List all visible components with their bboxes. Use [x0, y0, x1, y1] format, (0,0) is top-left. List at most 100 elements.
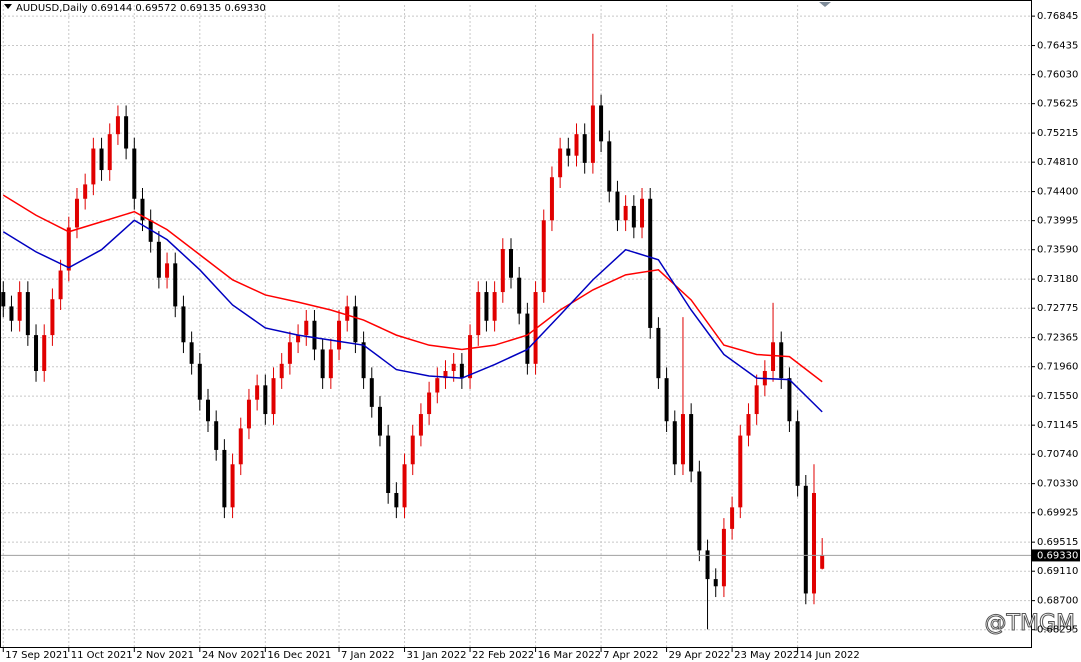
- candle-body: [459, 363, 464, 379]
- candle-body: [91, 148, 96, 185]
- y-tick-label: 0.69515: [1037, 537, 1078, 548]
- y-tick-label: 0.72365: [1037, 333, 1078, 344]
- candle-body: [771, 342, 776, 371]
- candle-body: [369, 378, 374, 407]
- symbol-arrow: [4, 4, 12, 9]
- candle-body: [705, 550, 710, 580]
- y-tick-label: 0.75215: [1037, 128, 1078, 139]
- candle-body: [181, 306, 186, 343]
- candle-body: [640, 198, 645, 228]
- candle-body: [328, 349, 333, 379]
- x-tick-label: 7 Jan 2022: [341, 650, 395, 661]
- candle-body: [246, 399, 251, 429]
- plot: [0, 33, 1031, 630]
- y-tick-label: 0.71145: [1037, 420, 1078, 431]
- candle-body: [689, 414, 694, 472]
- plot-frame: [0, 0, 1032, 648]
- candle-body: [508, 248, 513, 278]
- candle-body: [361, 342, 366, 379]
- candle-body: [17, 292, 22, 321]
- candle-body: [549, 177, 554, 221]
- candle-body: [713, 579, 718, 587]
- candle-body: [590, 105, 595, 163]
- y-tick-label: 0.76030: [1037, 70, 1078, 81]
- candle-body: [1, 292, 6, 307]
- moving-average: [2, 194, 823, 383]
- current-price-label: 0.69330: [1037, 550, 1078, 561]
- candle-body: [820, 555, 825, 569]
- candle-body: [140, 198, 145, 221]
- candle-body: [541, 220, 546, 293]
- candle-body: [386, 435, 391, 493]
- candle-body: [803, 485, 808, 594]
- y-tick-label: 0.73590: [1037, 245, 1078, 256]
- y-tick-label: 0.69110: [1037, 566, 1078, 577]
- candle-body: [525, 313, 530, 364]
- y-tick-label: 0.74400: [1037, 187, 1078, 198]
- candle-body: [107, 134, 112, 171]
- candle-body: [468, 335, 473, 379]
- y-tick-label: 0.73995: [1037, 216, 1078, 227]
- candle-body: [746, 414, 751, 436]
- candle-body: [206, 399, 211, 422]
- candle-body: [58, 270, 63, 300]
- y-tick-label: 0.76845: [1037, 11, 1078, 22]
- candle-body: [754, 385, 759, 415]
- candle-body: [42, 335, 47, 371]
- candle-body: [680, 414, 685, 465]
- candle-body: [631, 205, 636, 228]
- candle-body: [132, 148, 137, 199]
- y-tick-label: 0.70740: [1037, 449, 1078, 460]
- candle-body: [156, 241, 161, 278]
- candle-body: [9, 306, 14, 321]
- candle-body: [74, 198, 79, 228]
- shift-marker: [819, 2, 831, 7]
- candle-body: [402, 464, 407, 508]
- candle-body: [238, 428, 243, 465]
- watermark: @TMGM: [985, 611, 1075, 636]
- chart-title: AUDUSD,Daily 0.69144 0.69572 0.69135 0.6…: [16, 3, 266, 14]
- candle-body: [296, 335, 301, 343]
- candle-body: [394, 492, 399, 508]
- candle-body: [124, 116, 129, 149]
- candle-body: [582, 134, 587, 163]
- candle-body: [66, 227, 71, 271]
- candle-body: [197, 363, 202, 400]
- candle-body: [451, 363, 456, 371]
- candle-body: [738, 435, 743, 508]
- candle-body: [320, 349, 325, 379]
- y-tick-label: 0.71960: [1037, 362, 1078, 373]
- candle-body: [287, 342, 292, 364]
- candle-body: [435, 378, 440, 393]
- y-tick-label: 0.76435: [1037, 41, 1078, 52]
- y-tick-label: 0.71550: [1037, 391, 1078, 402]
- x-tick-label: 17 Sep 2021: [5, 650, 68, 661]
- candle-body: [83, 184, 88, 199]
- candle-body: [795, 421, 800, 486]
- candle-body: [500, 248, 505, 293]
- y-tick-label: 0.74810: [1037, 157, 1078, 168]
- candle-body: [148, 220, 153, 242]
- y-tick-label: 0.72775: [1037, 303, 1078, 314]
- y-tick-label: 0.68700: [1037, 596, 1078, 607]
- candle-body: [377, 406, 382, 436]
- candle-body: [214, 421, 219, 450]
- candle-body: [607, 141, 612, 192]
- candle-body: [25, 292, 30, 336]
- candle-body: [337, 320, 342, 350]
- candle-body: [443, 370, 448, 379]
- axes: 0.76845 0.76435 0.76030 0.75625 0.75215 0.748…: [2, 11, 1080, 661]
- candle-body: [189, 342, 194, 364]
- candle-body: [558, 148, 563, 178]
- candle-body: [721, 528, 726, 587]
- x-tick-label: 31 Jan 2022: [407, 650, 467, 661]
- candle-body: [312, 320, 317, 350]
- x-tick-label: 7 Apr 2022: [603, 650, 658, 661]
- moving-average: [2, 219, 823, 413]
- y-tick-label: 0.70330: [1037, 479, 1078, 490]
- candle-body: [672, 421, 677, 465]
- candle-body: [615, 191, 620, 221]
- x-tick-label: 16 Mar 2022: [538, 650, 601, 661]
